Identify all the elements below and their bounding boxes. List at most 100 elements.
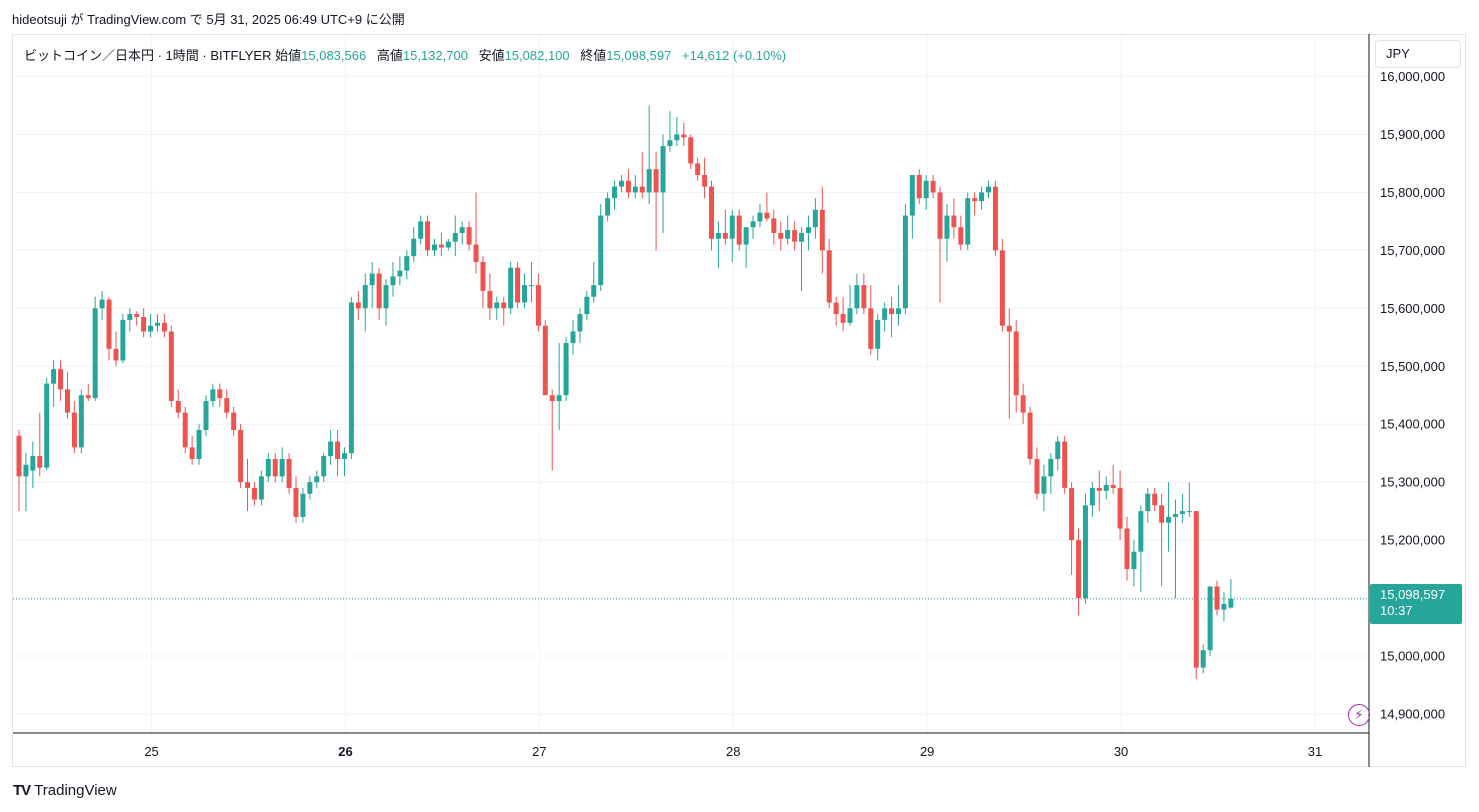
candle (618, 175, 624, 193)
candle (501, 296, 507, 326)
candle-body (265, 458, 271, 477)
candle (265, 453, 271, 483)
tradingview-logo[interactable]: TV TradingView (13, 782, 117, 799)
candle-body (369, 273, 375, 286)
candle (37, 412, 43, 477)
candle (390, 261, 396, 297)
candle (99, 290, 105, 320)
legend-symbol: ビットコイン／日本円 · 1時間 · BITFLYER (24, 48, 272, 63)
candle (757, 203, 763, 228)
candle (445, 238, 451, 251)
candle (1096, 470, 1102, 512)
candle-body (23, 464, 29, 477)
candle-body (487, 290, 493, 309)
candle (646, 105, 652, 204)
candle-body (466, 227, 472, 245)
candle (577, 308, 583, 344)
candle (951, 198, 957, 239)
candle (113, 331, 119, 367)
candles (16, 105, 1234, 680)
candle (639, 151, 645, 199)
candle (847, 285, 853, 326)
candle (979, 186, 985, 210)
candle-body (1152, 493, 1158, 506)
legend-open-label: 始値 (275, 48, 302, 63)
candle (1034, 447, 1040, 500)
candle (466, 221, 472, 251)
price-axis-label: 15,600,000 (1380, 301, 1445, 316)
candle (722, 209, 728, 245)
candle (494, 296, 500, 320)
candle-body (1131, 551, 1137, 570)
candle-body (155, 322, 160, 326)
candle-body (882, 308, 888, 320)
candle (563, 337, 569, 402)
candle-body (743, 227, 749, 245)
candle-body (314, 476, 320, 483)
candle-body (168, 331, 174, 402)
candle (85, 383, 91, 402)
lightning-icon[interactable]: ⚡ (1348, 704, 1370, 726)
time-axis-label: 26 (338, 744, 352, 759)
candle-body (542, 325, 548, 396)
candle (570, 319, 576, 355)
candle (404, 250, 410, 280)
candle-body (1034, 458, 1040, 494)
candle-body (591, 285, 597, 297)
candle-body (833, 302, 839, 315)
candle-body (1214, 586, 1220, 610)
candle-body (78, 395, 84, 448)
candle (1186, 482, 1192, 517)
candle-body (279, 458, 285, 477)
candle-body (570, 331, 576, 344)
candle-body (189, 447, 195, 459)
candle (418, 215, 424, 245)
candle-body (321, 456, 327, 477)
candle-body (868, 308, 874, 349)
candle-body (134, 314, 140, 317)
candle-body (404, 256, 410, 271)
legend-low-label: 安値 (478, 48, 505, 63)
candle-body (750, 221, 756, 228)
candle (986, 180, 991, 199)
candle (155, 314, 160, 332)
candle (203, 395, 209, 436)
time-axis-label: 27 (532, 744, 546, 759)
candle (958, 215, 964, 251)
currency-button[interactable]: JPY (1375, 40, 1461, 68)
legend-high-label: 高値 (376, 48, 403, 63)
candle (1110, 464, 1116, 494)
candle-body (660, 146, 666, 193)
time-axis-label: 28 (726, 744, 740, 759)
price-axis: 14,900,000 15,000,000 15,200,000 15,300,000… (1368, 34, 1445, 767)
candle-body (1172, 514, 1178, 517)
chart-frame[interactable] (12, 34, 1466, 767)
candle-body (736, 215, 742, 245)
candle-body (459, 227, 465, 233)
candle (1089, 482, 1095, 517)
candle-body (992, 186, 998, 251)
candle-body (231, 412, 237, 430)
candle-body (16, 435, 22, 477)
candle (438, 232, 444, 257)
candle (328, 429, 334, 465)
candle (1159, 493, 1165, 587)
candle (473, 192, 479, 274)
candle-body (1200, 650, 1206, 668)
candle-body (528, 285, 534, 287)
legend-change: +14,612 (+0.10%) (682, 48, 787, 63)
candle (1200, 644, 1206, 674)
tradingview-brand: TradingView (34, 782, 117, 799)
candle (480, 256, 486, 309)
candle (1076, 528, 1082, 616)
legend-low-value: 15,082,100 (504, 48, 570, 63)
candle (245, 458, 251, 512)
candle-body (445, 241, 451, 248)
candle-body (494, 302, 500, 309)
candle-body (986, 186, 991, 193)
candle-body (348, 302, 354, 454)
candle-body (605, 198, 611, 216)
candle (508, 261, 514, 315)
candle (1103, 476, 1109, 500)
